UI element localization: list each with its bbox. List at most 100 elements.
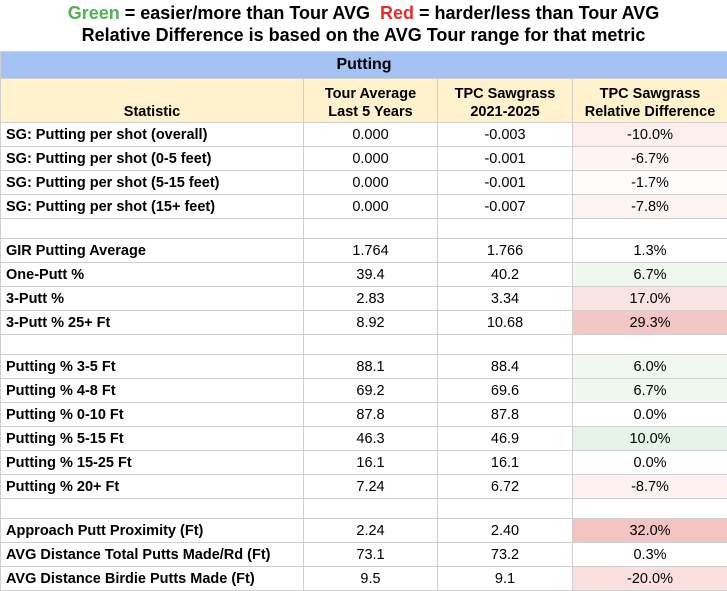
tpc-sawgrass-cell: 6.72 [437,474,573,499]
table-row: AVG Distance Birdie Putts Made (Ft) 9.5 9.… [0,566,727,591]
column-header-row: Statistic Tour Average Last 5 Years TPC S… [0,78,727,123]
legend-red-word: Red [380,3,415,23]
tour-average-cell: 0.000 [303,194,438,219]
stat-cell: AVG Distance Birdie Putts Made (Ft) [0,566,304,591]
legend-green-text: = easier/more than Tour AVG [119,3,381,23]
stat-cell: Putting % 20+ Ft [0,474,304,499]
spacer-cell [571,218,727,239]
stat-cell: Putting % 15-25 Ft [0,450,304,475]
relative-difference-cell: 32.0% [571,518,727,543]
relative-difference-cell: 6.7% [571,262,727,287]
putting-table: Putting Statistic Tour Average Last 5 Yea… [0,51,727,591]
tpc-sawgrass-cell: 3.34 [437,286,573,311]
stat-cell: SG: Putting per shot (0-5 feet) [0,146,304,171]
tour-average-cell: 69.2 [303,378,438,403]
tour-average-cell: 73.1 [303,542,438,567]
stat-cell: Putting % 5-15 Ft [0,426,304,451]
tour-average-cell: 39.4 [303,262,438,287]
header-tpc-line1: TPC Sawgrass [454,86,556,102]
relative-difference-cell: -1.7% [571,170,727,195]
tour-average-cell: 2.83 [303,286,438,311]
table-row: One-Putt % 39.4 40.2 6.7% [0,262,727,287]
tour-average-cell: 88.1 [303,354,438,379]
relative-difference-cell: 6.7% [571,378,727,403]
table-row: Putting % 3-5 Ft 88.1 88.4 6.0% [0,354,727,379]
relative-difference-cell: 0.0% [571,450,727,475]
tour-average-cell: 0.000 [303,146,438,171]
tpc-sawgrass-cell: -0.001 [437,146,573,171]
tour-average-cell: 16.1 [303,450,438,475]
header-relative-difference: TPC Sawgrass Relative Difference [571,78,727,123]
table-row: SG: Putting per shot (overall) 0.000 -0.00… [0,122,727,147]
tpc-sawgrass-cell: -0.003 [437,122,573,147]
tour-average-cell: 8.92 [303,310,438,335]
relative-difference-cell: -8.7% [571,474,727,499]
tpc-sawgrass-cell: 10.68 [437,310,573,335]
table-body: SG: Putting per shot (overall) 0.000 -0.00… [0,122,727,591]
legend-green-word: Green [67,3,120,23]
header-statistic: Statistic [0,78,304,123]
spacer-cell [0,218,304,239]
stat-cell: One-Putt % [0,262,304,287]
tpc-sawgrass-cell: -0.001 [437,170,573,195]
relative-difference-cell: -6.7% [571,146,727,171]
spacer-cell [303,498,438,519]
tpc-sawgrass-cell: 87.8 [437,402,573,427]
stat-cell: 3-Putt % 25+ Ft [0,310,304,335]
spacer-cell [437,218,573,239]
table-title-row: Putting [0,51,727,79]
tpc-sawgrass-cell: 9.1 [437,566,573,591]
table-row: AVG Distance Total Putts Made/Rd (Ft) 73.… [0,542,727,567]
header-statistic-label: Statistic [123,104,181,120]
table-row: Putting % 15-25 Ft 16.1 16.1 0.0% [0,450,727,475]
header-rel-line2: Relative Difference [584,104,716,120]
tpc-sawgrass-cell: -0.007 [437,194,573,219]
header-tour-average: Tour Average Last 5 Years [303,78,438,123]
tpc-sawgrass-cell: 1.766 [437,238,573,263]
table-row: SG: Putting per shot (0-5 feet) 0.000 -0.0… [0,146,727,171]
tpc-sawgrass-cell: 69.6 [437,378,573,403]
stat-cell: SG: Putting per shot (overall) [0,122,304,147]
tour-average-cell: 46.3 [303,426,438,451]
spacer-cell [0,334,304,355]
legend-red-text: = harder/less than Tour AVG [414,3,660,23]
table-row: Putting % 20+ Ft 7.24 6.72 -8.7% [0,474,727,499]
table-row: Putting % 0-10 Ft 87.8 87.8 0.0% [0,402,727,427]
relative-difference-cell: 0.3% [571,542,727,567]
spacer-cell [303,218,438,239]
tour-average-cell: 87.8 [303,402,438,427]
stat-cell: Putting % 0-10 Ft [0,402,304,427]
relative-difference-cell: 10.0% [571,426,727,451]
table-row: Putting % 4-8 Ft 69.2 69.6 6.7% [0,378,727,403]
stat-cell: Putting % 3-5 Ft [0,354,304,379]
table-title: Putting [0,51,727,79]
table-row: SG: Putting per shot (15+ feet) 0.000 -0.0… [0,194,727,219]
stat-cell: Putting % 4-8 Ft [0,378,304,403]
relative-difference-cell: 6.0% [571,354,727,379]
relative-difference-cell: -7.8% [571,194,727,219]
spacer-row [0,498,727,519]
header-tour-line2: Last 5 Years [328,104,413,120]
tpc-sawgrass-cell: 40.2 [437,262,573,287]
relative-difference-cell: 0.0% [571,402,727,427]
legend-line-1: Green = easier/more than Tour AVG Red = … [0,0,727,24]
header-tpc-line2: 2021-2025 [470,104,540,120]
stat-cell: GIR Putting Average [0,238,304,263]
tour-average-cell: 1.764 [303,238,438,263]
header-rel-line1: TPC Sawgrass [599,86,701,102]
legend-header: Green = easier/more than Tour AVG Red = … [0,0,727,48]
table-row: GIR Putting Average 1.764 1.766 1.3% [0,238,727,263]
stat-cell: SG: Putting per shot (5-15 feet) [0,170,304,195]
spacer-cell [303,334,438,355]
spacer-row [0,334,727,355]
tour-average-cell: 2.24 [303,518,438,543]
tour-average-cell: 9.5 [303,566,438,591]
spacer-cell [571,498,727,519]
stat-cell: AVG Distance Total Putts Made/Rd (Ft) [0,542,304,567]
table-row: Putting % 5-15 Ft 46.3 46.9 10.0% [0,426,727,451]
legend-line-2: Relative Difference is based on the AVG … [81,25,646,45]
table-row: 3-Putt % 2.83 3.34 17.0% [0,286,727,311]
header-tpc-sawgrass: TPC Sawgrass 2021-2025 [437,78,573,123]
relative-difference-cell: 29.3% [571,310,727,335]
tour-average-cell: 7.24 [303,474,438,499]
